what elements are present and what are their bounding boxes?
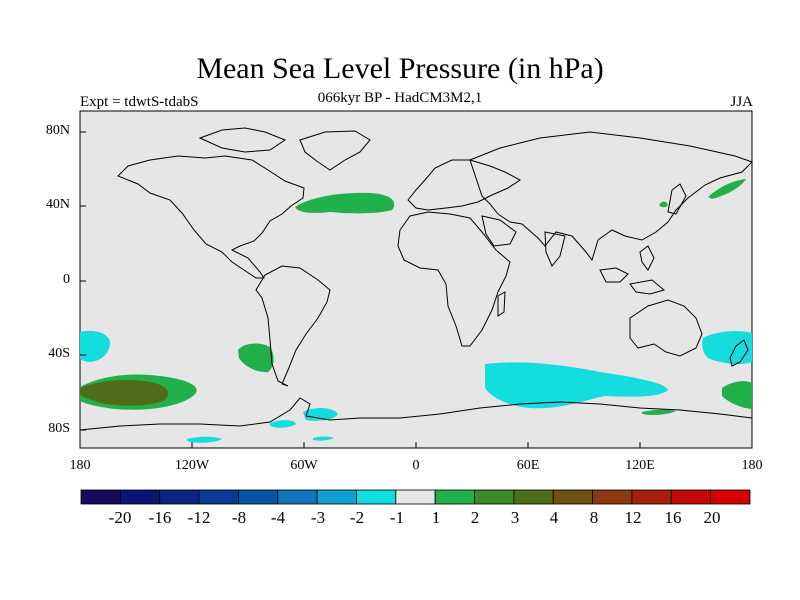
colorbar-label: -16 [148, 508, 172, 527]
anomaly-patch-southern-indian-negative [485, 362, 668, 409]
lat-tick-label: 40N [45, 197, 70, 212]
coastline-australia [629, 299, 703, 357]
colorbar-swatch [159, 489, 200, 505]
coastline-south-america [255, 265, 331, 387]
lon-tick-label: 180 [741, 458, 763, 473]
colorbar-swatch [513, 489, 554, 505]
anomaly-patch-tasman-positive [722, 381, 752, 409]
lon-tick-label: 60W [290, 458, 318, 473]
colorbar-label: 4 [549, 508, 559, 527]
lon-tick-label: 120E [625, 458, 655, 473]
lat-tick-label: 0 [63, 272, 70, 287]
lat-tick-label: 80N [45, 123, 70, 138]
colorbar-swatch [474, 489, 515, 505]
colorbar-swatch [316, 489, 357, 505]
colorbar-label: 20 [703, 508, 721, 527]
coastline-europe [407, 159, 521, 211]
lon-tick-label: 60E [516, 458, 540, 473]
colorbar-swatch [670, 489, 712, 505]
colorbar-label: -1 [389, 508, 405, 527]
anomaly-patch-antarctic-negative-1 [187, 436, 222, 443]
coastline-india [544, 231, 566, 267]
coastline-new-zealand [729, 339, 749, 367]
colorbar-swatch [434, 489, 475, 505]
coastline-arctic-islands [198, 127, 287, 153]
anomaly-patch-north-atlantic-positive [295, 192, 395, 214]
colorbar-swatch [119, 489, 161, 505]
coastline-madagascar [497, 291, 506, 317]
colorbar-swatch [710, 489, 751, 505]
colorbar-label: 1 [431, 508, 441, 527]
coastline-eurasia [469, 131, 753, 262]
anomaly-patch-southwest-pacific-negative [80, 330, 110, 362]
coastline-japan [667, 183, 687, 215]
anomaly-patch-north-pacific-positive [708, 179, 746, 199]
colorbar-label: 8 [589, 508, 599, 527]
colorbar-label: 2 [470, 508, 480, 527]
lon-tick-label: 0 [412, 458, 420, 473]
colorbar [80, 489, 751, 505]
colorbar-swatch [356, 489, 397, 505]
coastline-maritime-continent [599, 245, 666, 295]
anomaly-patch-antarctic-negative-2 [313, 436, 334, 441]
lon-tick-label: 180 [69, 458, 91, 473]
lon-tick-label: 120W [174, 458, 210, 473]
experiment-label: Expt = tdwtS-tdabS [80, 94, 199, 110]
lat-tick-label: 40S [48, 346, 70, 361]
colorbar-label: 3 [510, 508, 520, 527]
anomaly-patch-southeast-pacific-positive [238, 343, 274, 373]
coastline-africa [397, 211, 511, 347]
colorbar-label: 16 [664, 508, 682, 527]
colorbar-label: 12 [624, 508, 642, 527]
anomaly-patch-south-pacific-strong [80, 380, 169, 406]
chart-subtitle: 066kyr BP - HadCM3M2,1 [317, 90, 483, 106]
colorbar-swatch [277, 489, 318, 505]
colorbar-swatch [238, 489, 279, 505]
colorbar-label: -20 [108, 508, 132, 527]
colorbar-label: -2 [349, 508, 365, 527]
colorbar-swatch [395, 489, 436, 505]
coastline-arabia [481, 215, 517, 247]
anomaly-patches [80, 179, 752, 443]
colorbar-swatch [80, 489, 121, 505]
colorbar-label: -4 [270, 508, 286, 527]
chart-title: Mean Sea Level Pressure (in hPa) [196, 52, 604, 85]
axis-ticks [79, 131, 753, 448]
colorbar-label: -8 [231, 508, 247, 527]
colorbar-swatch [592, 489, 633, 505]
colorbar-label: -12 [187, 508, 211, 527]
anomaly-patch-antarctic-small-positive [642, 409, 676, 415]
colorbar-swatch [552, 489, 593, 505]
anomaly-patch-new-zealand-negative [702, 331, 752, 365]
colorbar-swatch [631, 489, 672, 505]
anomaly-patch-japan-positive [659, 201, 668, 208]
coastlines [79, 127, 753, 431]
coastline-greenland [299, 130, 371, 171]
season-label: JJA [730, 94, 753, 110]
lat-tick-label: 80S [48, 421, 70, 436]
coastline-north-america [117, 155, 305, 279]
colorbar-label: -3 [310, 508, 326, 527]
colorbar-swatch [198, 489, 239, 505]
anomaly-patch-weddell-negative [303, 408, 338, 421]
anomaly-patch-drake-negative [270, 420, 296, 428]
coastline-antarctica [79, 397, 753, 431]
